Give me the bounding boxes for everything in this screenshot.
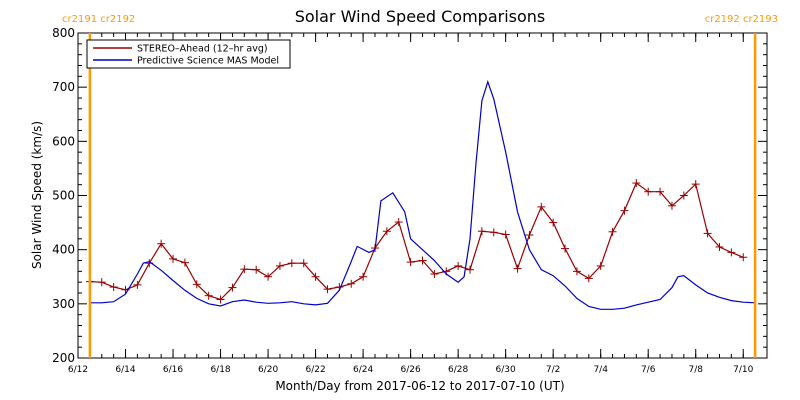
data-point-0 [133,280,142,289]
data-point-0 [489,228,498,237]
data-point-0 [477,227,486,236]
data-point-0 [382,227,391,236]
data-point-0 [180,258,189,267]
data-point-0 [97,278,106,287]
data-point-0 [157,239,166,248]
x-tick-label: 6/26 [401,365,421,375]
data-point-0 [359,272,368,281]
data-point-0 [287,259,296,268]
data-point-0 [525,231,534,240]
x-tick-label: 6/16 [163,365,183,375]
data-point-0 [204,291,213,300]
series-line-1 [89,79,756,310]
axes-group: 200 300 400 500 600 700 800 6/12 6/14 6/16 6/18 6/2… [52,26,768,375]
y-tick-label: 500 [52,189,75,203]
data-point-0 [656,187,665,196]
x-tick-label: 6/20 [258,365,278,375]
data-point-0 [561,244,570,253]
y-tick-label: 700 [52,80,75,94]
data-point-0 [739,253,748,262]
x-tick-label: 6/28 [448,365,468,375]
data-point-0 [216,295,225,304]
carrington-label: cr2191 cr2192 [62,14,135,25]
legend: STEREO–Ahead (12–hr avg)Predictive Scien… [86,39,291,69]
x-axis-label: Month/Day from 2017-06-12 to 2017-07-10 … [275,379,564,393]
x-tick-label: 6/12 [68,365,88,375]
legend-entry-0: STEREO–Ahead (12–hr avg) [137,44,268,55]
data-point-0 [596,261,605,270]
data-point-0 [169,254,178,263]
carrington-label: cr2192 cr2193 [705,14,778,25]
x-tick-label: 7/6 [641,365,656,375]
carrington-markers: cr2191 cr2192 cr2192 cr2193 [62,14,778,358]
x-tick-label: 7/8 [688,365,703,375]
series-group [85,79,756,310]
data-point-0 [454,261,463,270]
data-point-0 [727,248,736,257]
data-point-0 [513,264,522,273]
legend-box [86,39,291,69]
x-tick-label: 7/10 [733,365,753,375]
data-point-0 [715,242,724,251]
x-tick-label: 7/4 [593,365,608,375]
x-tick-label: 6/14 [115,365,135,375]
y-tick-label: 400 [52,243,75,257]
data-point-0 [299,259,308,268]
y-axis-label: Solar Wind Speed (km/s) [30,121,44,269]
x-tick-label: 6/30 [496,365,516,375]
y-tick-label: 800 [52,26,75,40]
data-point-0 [418,256,427,265]
data-point-0 [549,218,558,227]
data-point-0 [406,258,415,267]
data-point-0 [679,191,688,200]
data-point-0 [228,283,237,292]
data-point-0 [264,272,273,281]
data-point-0 [537,202,546,211]
y-tick-label: 200 [52,351,75,365]
legend-entry-1: Predictive Science MAS Model [137,56,279,67]
data-point-0 [667,201,676,210]
x-tick-label: 7/2 [546,365,560,375]
x-tick-label: 6/24 [353,365,373,375]
data-point-0 [703,229,712,238]
y-tick-label: 600 [52,134,75,148]
data-point-0 [466,265,475,274]
data-point-0 [109,283,118,292]
data-point-0 [691,180,700,189]
chart-title: Solar Wind Speed Comparisons [295,7,546,26]
data-point-0 [192,280,201,289]
data-point-0 [501,230,510,239]
data-point-0 [430,270,439,279]
data-point-0 [644,187,653,196]
data-point-0 [394,218,403,227]
data-point-0 [311,272,320,281]
series-line-0 [89,182,744,301]
data-point-0 [608,227,617,236]
data-point-0 [252,265,261,274]
data-point-0 [584,274,593,283]
data-point-0 [572,267,581,276]
data-point-0 [620,206,629,215]
data-point-0 [323,285,332,294]
data-point-0 [240,265,249,274]
data-point-0 [275,261,284,270]
data-point-0 [632,179,641,188]
x-tick-label: 6/22 [305,365,325,375]
data-point-0 [347,279,356,288]
x-tick-label: 6/18 [210,365,230,375]
y-tick-label: 300 [52,297,75,311]
